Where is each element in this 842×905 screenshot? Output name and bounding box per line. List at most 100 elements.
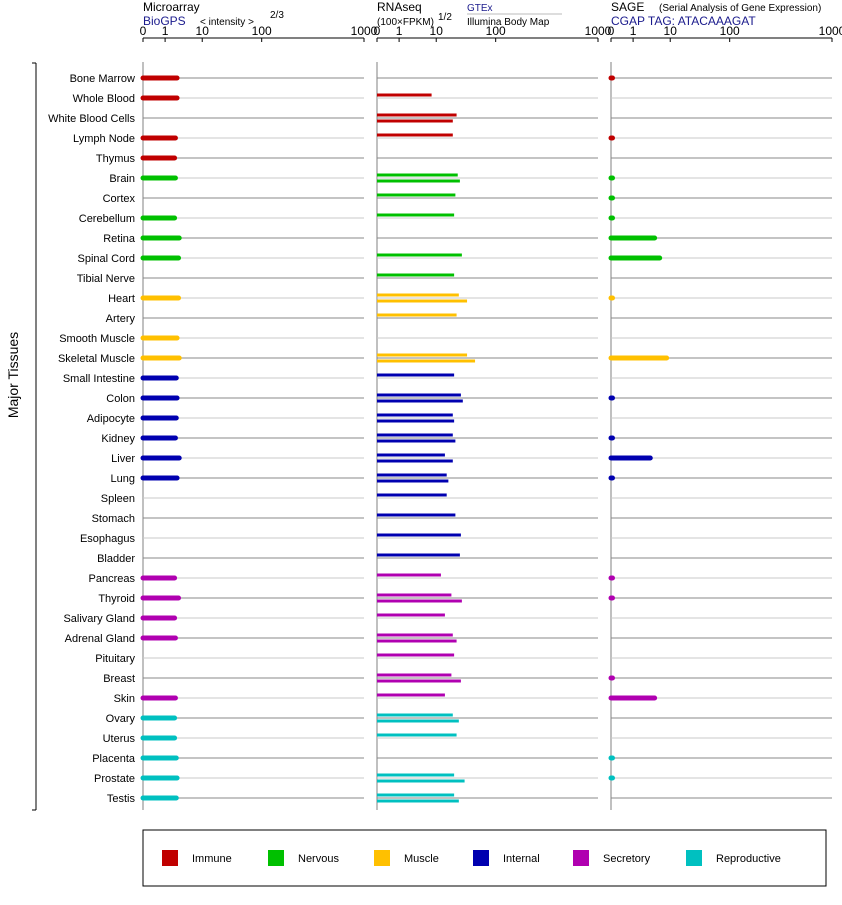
- tissue-label: Placenta: [92, 753, 136, 765]
- tissue-label: White Blood Cells: [48, 113, 135, 125]
- rnaseq-bar: [377, 479, 449, 483]
- legend-swatch: [162, 850, 178, 866]
- microarray-tick-label: 1: [162, 24, 169, 38]
- legend-item-secretory: Secretory: [573, 850, 651, 866]
- legend-item-reproductive: Reproductive: [686, 850, 781, 866]
- tissue-label: Uterus: [103, 733, 136, 745]
- microarray-tick-label: 100: [252, 24, 272, 38]
- tissue-label: Bladder: [97, 553, 135, 565]
- tissue-label: Testis: [107, 793, 136, 805]
- rnaseq-bar: [377, 393, 461, 397]
- rnaseq-title: RNAseq: [377, 0, 422, 14]
- sage-title: SAGE: [611, 0, 644, 14]
- rnaseq-bar: [377, 553, 460, 557]
- tissue-label: Cortex: [103, 193, 136, 205]
- tissue-label: Pituitary: [95, 653, 135, 665]
- rnaseq-bar: [377, 593, 452, 597]
- tissue-label: Lymph Node: [73, 133, 135, 145]
- rnaseq-tick-label: 0: [374, 24, 381, 38]
- legend-label: Secretory: [603, 853, 651, 865]
- rnaseq-bar: [377, 613, 445, 617]
- microarray-tick-label: 1000: [351, 24, 378, 38]
- rnaseq-bar: [377, 179, 460, 183]
- legend-swatch: [573, 850, 589, 866]
- tissue-label: Smooth Muscle: [59, 333, 135, 345]
- microarray-tick-label: 10: [196, 24, 210, 38]
- rnaseq-bar: [377, 459, 453, 463]
- rnaseq-source-gtex: GTEx: [467, 3, 493, 14]
- rnaseq-tick-label: 100: [486, 24, 506, 38]
- group-label: Major Tissues: [5, 332, 21, 418]
- tissue-label: Retina: [103, 233, 136, 245]
- rnaseq-bar: [377, 413, 453, 417]
- rnaseq-bar: [377, 119, 453, 123]
- rnaseq-bar: [377, 639, 457, 643]
- sage-tick-label: 1000: [819, 24, 842, 38]
- tissue-label: Tibial Nerve: [77, 273, 135, 285]
- tissue-label: Kidney: [101, 433, 135, 445]
- rnaseq-axis: 0 1 10 100 1000: [374, 24, 612, 42]
- legend-swatch: [268, 850, 284, 866]
- legend-item-internal: Internal: [473, 850, 540, 866]
- rnaseq-source-illumina: Illumina Body Map: [467, 17, 550, 28]
- rnaseq-bar: [377, 453, 445, 457]
- sage-header: SAGE (Serial Analysis of Gene Expression…: [611, 0, 821, 28]
- rnaseq-bar: [377, 533, 461, 537]
- rnaseq-bar: [377, 693, 445, 697]
- group-bracket: [32, 62, 37, 811]
- tissue-label: Breast: [103, 673, 135, 685]
- rnaseq-tick-label: 10: [430, 24, 444, 38]
- rnaseq-bar: [377, 633, 453, 637]
- tissue-label: Adipocyte: [87, 413, 135, 425]
- tissue-label: Thymus: [96, 153, 136, 165]
- legend-label: Nervous: [298, 853, 339, 865]
- rnaseq-tick-label: 1000: [585, 24, 612, 38]
- rnaseq-bar: [377, 273, 455, 277]
- legend-label: Muscle: [404, 853, 439, 865]
- rnaseq-bar: [377, 473, 447, 477]
- sage-axis: 0 1 10 100 1000: [608, 24, 842, 42]
- rnaseq-bar: [377, 313, 457, 317]
- tissue-label: Adrenal Gland: [65, 633, 135, 645]
- sage-tick-label: 10: [664, 24, 678, 38]
- rnaseq-bar: [377, 719, 459, 723]
- tissue-label: Whole Blood: [73, 93, 135, 105]
- rnaseq-bar: [377, 679, 461, 683]
- tissue-label: Esophagus: [80, 533, 136, 545]
- legend-label: Internal: [503, 853, 540, 865]
- rnaseq-bar: [377, 439, 456, 443]
- tissue-label: Stomach: [92, 513, 135, 525]
- sage-subtitle: (Serial Analysis of Gene Expression): [659, 3, 821, 14]
- rnaseq-bar: [377, 399, 463, 403]
- rnaseq-bar: [377, 133, 453, 137]
- rnaseq-bar: [377, 779, 465, 783]
- tissue-label: Prostate: [94, 773, 135, 785]
- rnaseq-bar: [377, 653, 455, 657]
- microarray-header: Microarray BioGPS < intensity > 2/3: [143, 0, 284, 28]
- rnaseq-bar: [377, 493, 447, 497]
- legend-item-immune: Immune: [162, 850, 232, 866]
- legend-label: Reproductive: [716, 853, 781, 865]
- legend-item-nervous: Nervous: [268, 850, 339, 866]
- rnaseq-bar: [377, 173, 458, 177]
- rnaseq-bar: [377, 433, 453, 437]
- tissue-label: Thyroid: [98, 593, 135, 605]
- tissue-label: Ovary: [106, 713, 136, 725]
- rnaseq-bar: [377, 359, 476, 363]
- legend-swatch: [686, 850, 702, 866]
- rnaseq-bar: [377, 513, 456, 517]
- tissue-label: Heart: [108, 293, 135, 305]
- sage-tick-label: 0: [608, 24, 615, 38]
- sage-source: CGAP TAG: ATACAAAGAT: [611, 14, 756, 28]
- rnaseq-bar: [377, 733, 457, 737]
- tissue-label: Bone Marrow: [70, 73, 135, 85]
- tissue-label: Cerebellum: [79, 213, 135, 225]
- tissue-label: Pancreas: [89, 573, 136, 585]
- rnaseq-bar: [377, 713, 453, 717]
- tissue-label: Brain: [109, 173, 135, 185]
- rnaseq-bar: [377, 373, 455, 377]
- sage-tick-label: 1: [630, 24, 637, 38]
- rnaseq-bar: [377, 419, 455, 423]
- rnaseq-bar: [377, 793, 455, 797]
